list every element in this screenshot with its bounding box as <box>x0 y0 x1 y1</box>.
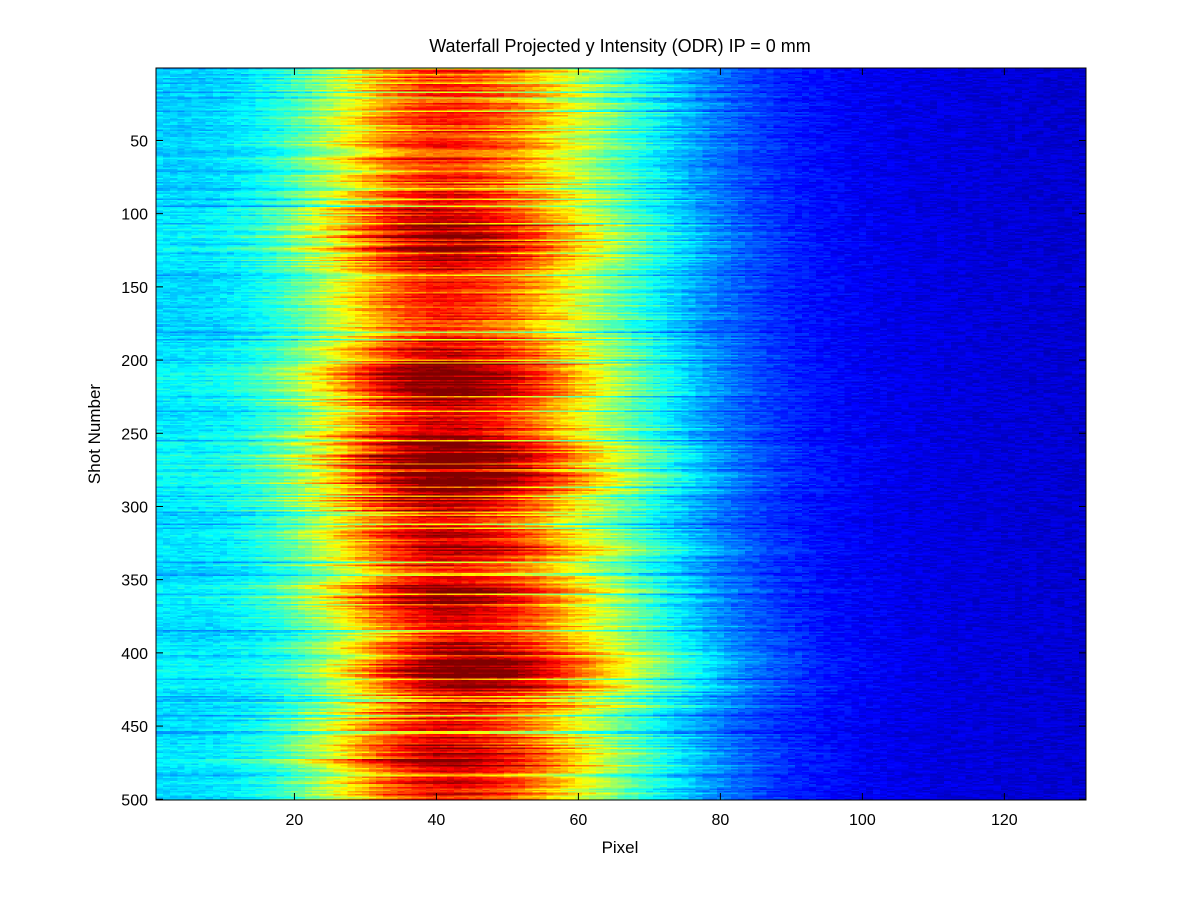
x-tick-label: 100 <box>849 812 876 829</box>
plot-title: Waterfall Projected y Intensity (ODR) IP… <box>429 36 811 56</box>
y-tick-label: 250 <box>121 426 148 443</box>
y-axis-label: Shot Number <box>85 384 104 484</box>
y-tick-label: 150 <box>121 280 148 297</box>
axes-frame <box>155 67 1087 801</box>
x-tick-label: 20 <box>286 812 304 829</box>
x-tick-label: 80 <box>711 812 729 829</box>
x-tick-label: 120 <box>991 812 1018 829</box>
y-axis: 50 100 150 200 250 300 350 400 450 500 <box>121 133 1086 809</box>
y-tick-label: 400 <box>121 646 148 663</box>
y-tick-label: 500 <box>121 792 148 809</box>
y-tick-label: 100 <box>121 207 148 224</box>
y-tick-label: 450 <box>121 719 148 736</box>
x-tick-label: 40 <box>428 812 446 829</box>
heatmap-cells <box>156 68 1086 800</box>
x-axis-label: Pixel <box>602 838 639 857</box>
y-tick-label: 200 <box>121 353 148 370</box>
x-axis: 20 40 60 80 100 120 <box>286 68 1018 829</box>
heatmap-image <box>156 68 1086 800</box>
x-tick-label: 60 <box>570 812 588 829</box>
y-tick-label: 350 <box>121 573 148 590</box>
y-tick-label: 50 <box>130 133 148 150</box>
y-tick-label: 300 <box>121 499 148 516</box>
